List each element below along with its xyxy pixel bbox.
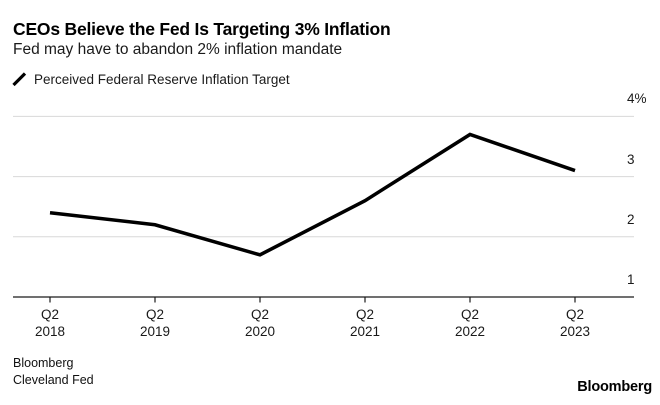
x-tick-year: 2021 bbox=[349, 323, 381, 339]
x-tick-year: 2018 bbox=[34, 323, 66, 339]
source-line: Cleveland Fed bbox=[13, 372, 94, 387]
y-tick-label: 3 bbox=[627, 151, 635, 167]
bloomberg-logo: Bloomberg bbox=[577, 379, 652, 395]
x-tick-label: Q2 2023 bbox=[543, 307, 607, 340]
source-credit: Bloomberg Cleveland Fed bbox=[13, 355, 94, 388]
x-tick-year: 2022 bbox=[454, 323, 486, 339]
x-tick-quarter: Q2 bbox=[460, 307, 479, 322]
chart-title: CEOs Believe the Fed Is Targeting 3% Inf… bbox=[13, 19, 391, 39]
legend: Perceived Federal Reserve Inflation Targ… bbox=[12, 72, 290, 87]
x-tick-label: Q2 2021 bbox=[333, 307, 397, 340]
line-series-marker-icon bbox=[12, 72, 27, 87]
x-tick-year: 2019 bbox=[139, 323, 171, 339]
x-tick-year: 2023 bbox=[559, 323, 591, 339]
x-tick-label: Q2 2022 bbox=[438, 307, 502, 340]
x-tick-quarter: Q2 bbox=[355, 307, 374, 322]
x-tick-quarter: Q2 bbox=[250, 307, 269, 322]
x-tick-quarter: Q2 bbox=[40, 307, 59, 322]
series-line-perceived-federal-reserve-inflation-target bbox=[49, 132, 576, 257]
y-tick-label: 4% bbox=[627, 91, 647, 107]
x-tick-quarter: Q2 bbox=[145, 307, 164, 322]
x-tick-label: Q2 2018 bbox=[18, 307, 82, 340]
legend-label: Perceived Federal Reserve Inflation Targ… bbox=[34, 72, 290, 87]
y-tick-label: 1 bbox=[627, 272, 635, 287]
y-tick-label: 2 bbox=[627, 211, 635, 227]
x-tick-quarter: Q2 bbox=[565, 307, 584, 322]
x-tick-year: 2020 bbox=[244, 323, 276, 339]
source-line: Bloomberg bbox=[13, 356, 74, 370]
x-tick-label: Q2 2019 bbox=[123, 307, 187, 340]
chart-subtitle: Fed may have to abandon 2% inflation man… bbox=[13, 41, 343, 58]
x-tick-label: Q2 2020 bbox=[228, 307, 292, 340]
